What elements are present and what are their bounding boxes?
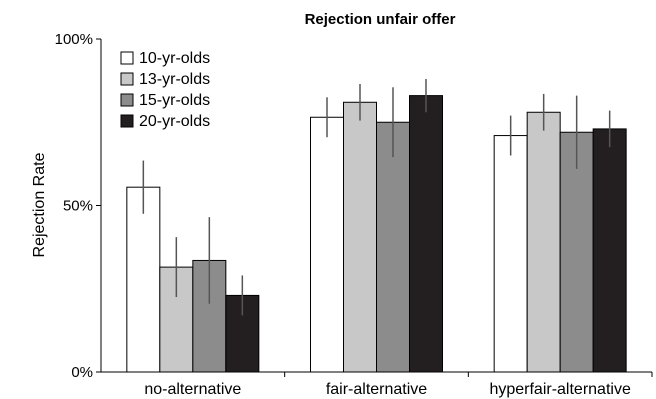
bar	[343, 101, 377, 373]
legend-swatch	[120, 51, 134, 65]
bar	[409, 95, 443, 373]
bar	[376, 121, 410, 373]
bar	[526, 111, 561, 373]
legend: 10-yr-olds 13-yr-olds 15-yr-olds 20-yr-olds	[120, 50, 210, 130]
legend-label: 20-yr-olds	[139, 113, 210, 130]
x-tick-label: no-alternative	[144, 381, 241, 398]
legend-label: 10-yr-olds	[139, 50, 210, 67]
y-tick-label: 0%	[71, 364, 93, 381]
y-tick-label: 100%	[55, 31, 93, 48]
bar	[126, 186, 161, 373]
y-tick-label: 50%	[63, 198, 93, 215]
bar	[592, 128, 627, 373]
legend-label: 15-yr-olds	[139, 92, 210, 109]
legend-swatch	[120, 114, 134, 128]
legend-swatch	[120, 72, 134, 86]
legend-label: 13-yr-olds	[139, 71, 210, 88]
bar	[493, 135, 528, 373]
legend-swatch	[120, 93, 134, 107]
bar	[559, 131, 594, 373]
chart-title: Rejection unfair offer	[305, 11, 456, 28]
y-axis-label: Rejection Rate	[31, 152, 48, 257]
bar	[310, 116, 344, 373]
x-tick-label: fair-alternative	[326, 381, 427, 398]
x-tick-label: hyperfair-alternative	[489, 381, 631, 398]
error-bars	[142, 78, 611, 316]
bars	[126, 95, 627, 373]
